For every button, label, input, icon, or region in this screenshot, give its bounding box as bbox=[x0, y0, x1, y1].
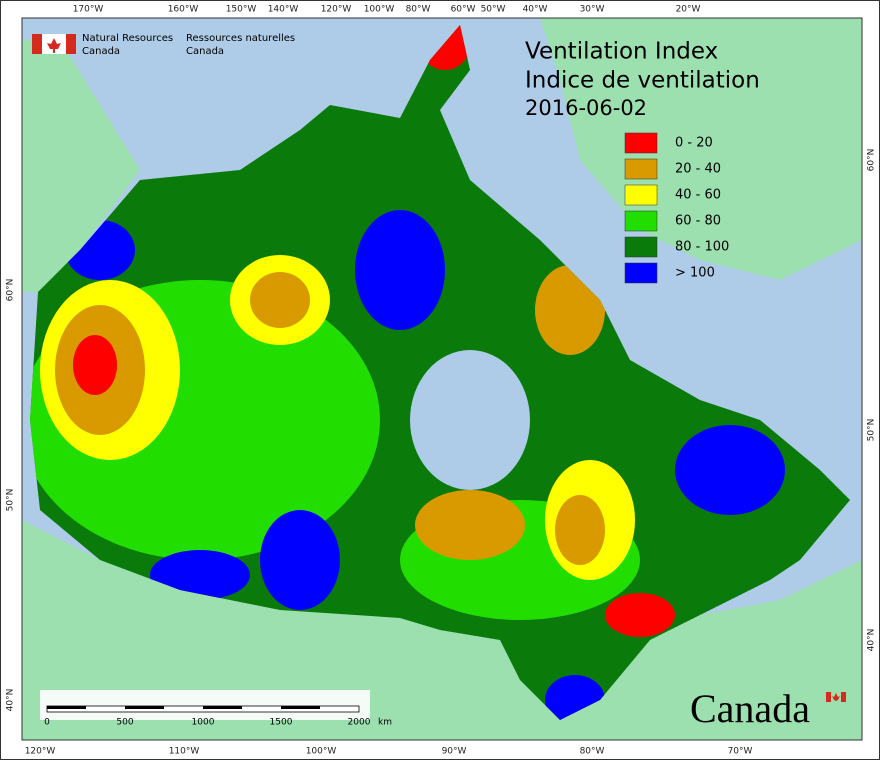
graticule-label: 160°W bbox=[168, 5, 199, 15]
graticule-label: 80°W bbox=[406, 5, 431, 15]
nrcan-signature: Natural Resources Canada Ressources natu… bbox=[32, 33, 295, 57]
field-zone bbox=[73, 335, 117, 395]
agency-fr: Ressources naturelles bbox=[186, 33, 295, 44]
date: 2016-06-02 bbox=[525, 96, 647, 120]
hudson-bay bbox=[410, 350, 530, 490]
graticule-label: 140°W bbox=[268, 5, 299, 15]
scale-segment bbox=[281, 706, 320, 709]
canada-wordmark: Canada bbox=[690, 686, 846, 731]
graticule-label: 40°W bbox=[523, 5, 548, 15]
legend-swatch bbox=[624, 184, 658, 206]
graticule-label: 40°N bbox=[6, 689, 16, 712]
flag-bar bbox=[841, 692, 846, 702]
scale-label: 2000 bbox=[348, 718, 371, 728]
legend-label: 40 - 60 bbox=[675, 188, 721, 203]
graticule-label: 50°W bbox=[481, 5, 506, 15]
scale-bg bbox=[40, 690, 370, 720]
legend-label: 0 - 20 bbox=[675, 136, 713, 151]
scale-label: 500 bbox=[116, 718, 133, 728]
alaska bbox=[22, 40, 140, 292]
graticule-label: 60°W bbox=[451, 5, 476, 15]
graticule-label: 50°N bbox=[6, 489, 16, 512]
title: Ventilation Index bbox=[525, 39, 718, 65]
graticule-label: 40°N bbox=[867, 629, 877, 652]
field-zone bbox=[250, 272, 310, 328]
graticule-label: 90°W bbox=[442, 747, 467, 757]
maple-leaf bbox=[832, 693, 840, 701]
graticule-label: 120°W bbox=[321, 5, 352, 15]
graticule-label: 50°N bbox=[867, 419, 877, 442]
field-zone bbox=[675, 425, 785, 515]
graticule-label: 110°W bbox=[169, 747, 200, 757]
field-zone bbox=[355, 210, 445, 330]
graticule-label: 170°W bbox=[73, 5, 104, 15]
legend-label: 60 - 80 bbox=[675, 214, 721, 229]
legend-swatch bbox=[624, 262, 658, 284]
wordmark: Canada bbox=[690, 686, 810, 731]
agency-fr: Canada bbox=[186, 46, 224, 57]
field-zone bbox=[415, 490, 525, 560]
legend-swatch bbox=[624, 132, 658, 154]
graticule-label: 60°N bbox=[6, 279, 16, 302]
scale-unit: km bbox=[378, 718, 392, 728]
flag-bar bbox=[32, 34, 42, 54]
graticule-label: 30°W bbox=[580, 5, 605, 15]
field-zone bbox=[535, 265, 605, 355]
scale-label: 1500 bbox=[270, 718, 293, 728]
scale-bar: 0 500 1000 1500 2000 km bbox=[40, 690, 392, 728]
scale-segment bbox=[203, 706, 242, 709]
graticule-label: 100°W bbox=[306, 747, 337, 757]
scale-segment bbox=[125, 706, 164, 709]
graticule-label: 120°W bbox=[25, 747, 56, 757]
field-zone bbox=[605, 593, 675, 637]
legend-swatch bbox=[624, 210, 658, 232]
graticule-label: 150°W bbox=[226, 5, 257, 15]
field-zone bbox=[260, 510, 340, 610]
agency-en: Canada bbox=[82, 46, 120, 57]
agency-en: Natural Resources bbox=[82, 33, 173, 44]
legend-label: 80 - 100 bbox=[675, 240, 729, 255]
flag-bar bbox=[66, 34, 76, 54]
legend-label: 20 - 40 bbox=[675, 162, 721, 177]
legend-swatch bbox=[624, 158, 658, 180]
scale-label: 0 bbox=[44, 718, 50, 728]
maple-leaf bbox=[47, 38, 61, 53]
scale-segment bbox=[47, 706, 86, 709]
greenland bbox=[540, 18, 862, 280]
map-frame bbox=[21, 17, 863, 741]
legend-swatch bbox=[624, 236, 658, 258]
scale-label: 1000 bbox=[192, 718, 215, 728]
field-zone bbox=[555, 495, 605, 565]
graticule-label: 20°W bbox=[676, 5, 701, 15]
graticule-label: 80°W bbox=[580, 747, 605, 757]
title: Indice de ventilation bbox=[525, 68, 760, 94]
legend-label: > 100 bbox=[675, 266, 715, 281]
graticule-label: 100°W bbox=[364, 5, 395, 15]
flag-bar bbox=[826, 692, 831, 702]
field-zone bbox=[150, 550, 250, 600]
graticule-label: 60°N bbox=[867, 149, 877, 172]
graticule-label: 70°W bbox=[728, 747, 753, 757]
